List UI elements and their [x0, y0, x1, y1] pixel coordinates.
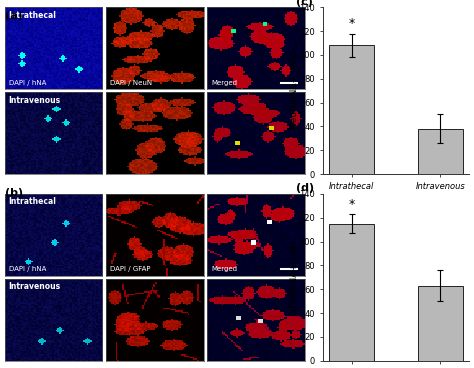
Bar: [329, 224, 374, 361]
Bar: [329, 46, 374, 174]
Text: Intravenous: Intravenous: [9, 282, 61, 291]
Text: Merged: Merged: [211, 80, 237, 86]
Text: *: *: [348, 198, 355, 210]
Text: Intravenous: Intravenous: [9, 96, 61, 105]
Bar: [418, 286, 463, 361]
Text: DAPI / hNA: DAPI / hNA: [9, 80, 46, 86]
Y-axis label: GFAP/hNA+ cells: GFAP/hNA+ cells: [289, 240, 298, 315]
Text: DAPI / NeuN: DAPI / NeuN: [110, 80, 152, 86]
Text: Merged: Merged: [211, 266, 237, 272]
Text: DAPI / GFAP: DAPI / GFAP: [110, 266, 151, 272]
Text: *: *: [348, 17, 355, 30]
Text: Intrathecal: Intrathecal: [9, 11, 56, 20]
Text: (d): (d): [296, 183, 315, 193]
Text: DAPI / hNA: DAPI / hNA: [9, 266, 46, 272]
Y-axis label: NeuN/hNA+ cells: NeuN/hNA+ cells: [289, 52, 298, 130]
Text: (c): (c): [296, 0, 313, 7]
Text: (a): (a): [5, 11, 22, 21]
Text: Intrathecal: Intrathecal: [9, 197, 56, 206]
Bar: [418, 129, 463, 174]
Text: (b): (b): [5, 188, 23, 198]
